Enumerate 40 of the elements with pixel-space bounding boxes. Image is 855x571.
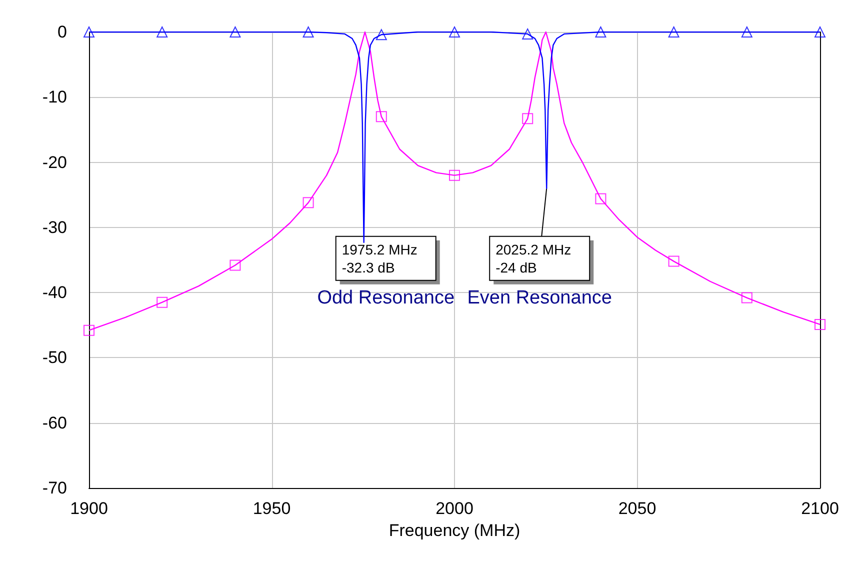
point (522, 28, 534, 40)
y-tick-label: -40 (42, 283, 67, 302)
point (376, 29, 387, 40)
point (84, 324, 94, 336)
point (741, 26, 752, 38)
y-tick-label: -20 (42, 152, 67, 172)
y-tick-label: -30 (42, 218, 67, 237)
point (230, 26, 241, 38)
point (302, 197, 314, 208)
y-tick-label: -60 (42, 413, 67, 432)
y-tick-label: 0 (58, 22, 67, 42)
annotation: 2025.2 MHz -24 dB (496, 241, 572, 276)
x-tick-label: 2000 (436, 499, 474, 518)
annotation: Even Resonance (467, 287, 612, 308)
point (449, 26, 460, 38)
y-tick-label: -70 (42, 478, 67, 498)
point (156, 296, 168, 308)
point (741, 292, 752, 304)
point (230, 260, 241, 271)
point (84, 26, 94, 38)
y-tick-label: -10 (42, 88, 67, 107)
x-tick-label: 1900 (70, 499, 108, 518)
point (668, 26, 680, 38)
point (449, 170, 460, 181)
point (156, 26, 168, 38)
point (595, 26, 606, 38)
x-tick-label: 1950 (252, 499, 291, 518)
point (814, 26, 826, 38)
point (595, 193, 606, 204)
x-tick-label: 2100 (801, 499, 839, 518)
annotation: Odd Resonance (317, 287, 455, 308)
annotation: 1975.2 MHz -32.3 dB (342, 241, 418, 276)
point (814, 318, 826, 330)
x-axis-title: Frequency (MHz) (388, 520, 520, 540)
point (302, 26, 314, 38)
y-tick-label: -50 (42, 348, 67, 368)
x-tick-label: 2050 (618, 499, 656, 518)
point (376, 111, 387, 122)
point (668, 256, 680, 267)
point (522, 113, 534, 124)
